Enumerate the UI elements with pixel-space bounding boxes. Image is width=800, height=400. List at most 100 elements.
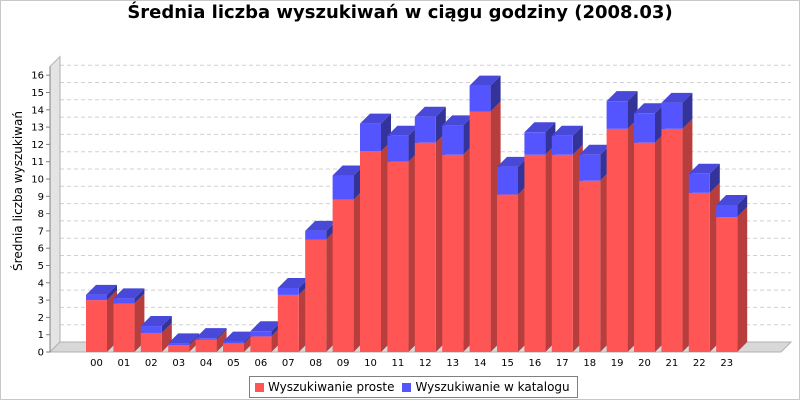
y-tick-label: 5 [38, 261, 44, 272]
bar-20-series-1 [634, 142, 655, 352]
bar-top-18 [579, 144, 611, 155]
legend-label-series-2: Wyszukiwanie w katalogu [415, 380, 570, 394]
bar-top-12 [414, 106, 446, 117]
bar-15-series-1 [497, 194, 518, 352]
x-tick-label-10: 10 [364, 358, 377, 369]
bar-top-05 [223, 331, 254, 342]
x-tick-label-07: 07 [282, 358, 295, 369]
x-tick-label-16: 16 [529, 358, 542, 369]
bar-side-17-series-2 [572, 125, 583, 155]
x-tick-label-01: 01 [118, 358, 131, 369]
y-tick-label: 14 [31, 105, 44, 116]
bar-14-series-2 [469, 85, 491, 112]
bar-18-series-2 [579, 154, 601, 181]
bar-08-series-2 [305, 230, 327, 240]
x-tick-label-14: 14 [474, 358, 487, 369]
y-tick-label: 8 [38, 209, 44, 220]
bar-09-series-1 [332, 199, 354, 352]
bar-17-series-1 [551, 154, 573, 352]
bar-top-08 [305, 220, 337, 231]
legend-swatch-series-1 [255, 382, 264, 392]
x-tick-label-23: 23 [720, 358, 733, 369]
bar-03-series-1 [168, 345, 190, 352]
legend-label-series-1: Wyszukiwanie proste [268, 380, 395, 394]
bar-08-series-1 [305, 239, 327, 352]
bar-top-20 [634, 103, 665, 114]
y-tick-label: 6 [38, 244, 44, 255]
x-tick-label-17: 17 [556, 358, 569, 369]
x-tick-label-19: 19 [611, 358, 624, 369]
y-tick-label: 13 [31, 123, 44, 134]
bar-side-01-series-2 [134, 288, 145, 304]
bar-top-10 [360, 113, 391, 124]
bar-19-series-2 [606, 101, 628, 129]
bar-21-series-1 [661, 128, 683, 352]
bar-00-series-2 [86, 294, 107, 301]
bar-07-series-2 [277, 287, 299, 295]
bar-18-series-1 [579, 180, 601, 352]
y-tick-label: 10 [31, 175, 44, 186]
y-tick-label: 0 [38, 348, 44, 359]
x-tick-label-11: 11 [392, 358, 405, 369]
y-tick-label: 16 [31, 71, 44, 82]
x-tick-label-05: 05 [227, 358, 240, 369]
x-tick-label-22: 22 [693, 358, 706, 369]
bar-top-02 [140, 316, 172, 327]
bar-side-23-series-1 [737, 207, 748, 352]
x-tick-label-18: 18 [583, 358, 596, 369]
bar-12-series-1 [414, 142, 436, 352]
bar-top-00 [86, 284, 117, 295]
y-axis-label: Średnia liczba wyszukiwań [10, 111, 25, 271]
bar-00-series-1 [86, 300, 107, 352]
bar-top-16 [524, 122, 556, 133]
bar-side-04-series-2 [216, 328, 227, 340]
y-tick-label: 9 [38, 192, 44, 203]
x-tick-label-21: 21 [666, 358, 679, 369]
bar-side-22-series-2 [709, 163, 720, 193]
bar-top-07 [277, 277, 309, 288]
x-tick-label-08: 08 [309, 358, 322, 369]
y-tick-label: 15 [31, 88, 44, 99]
x-tick-label-00: 00 [90, 358, 103, 369]
bar-11-series-2 [387, 135, 409, 162]
bar-top-09 [332, 165, 364, 176]
bar-01-series-1 [113, 303, 135, 352]
x-tick-label-20: 20 [638, 358, 651, 369]
x-tick-label-09: 09 [337, 358, 350, 369]
y-tick-label: 2 [38, 313, 44, 324]
bar-15-series-2 [497, 166, 518, 195]
bar-02-series-2 [140, 326, 162, 333]
bar-top-21 [661, 92, 693, 103]
bar-side-03-series-2 [189, 333, 200, 346]
y-tick-label: 4 [38, 278, 44, 289]
bar-top-17 [551, 125, 583, 136]
y-tick-label: 3 [38, 296, 44, 307]
x-tick-label-12: 12 [419, 358, 432, 369]
bar-22-series-1 [688, 192, 710, 352]
legend-swatch-series-2 [402, 382, 412, 392]
bar-22-series-2 [688, 173, 710, 193]
bar-side-02-series-1 [161, 322, 172, 352]
bar-02-series-1 [140, 332, 162, 352]
bar-top-19 [606, 91, 638, 102]
bar-05-series-1 [223, 343, 244, 352]
x-tick-label-04: 04 [200, 358, 213, 369]
bar-16-series-2 [524, 132, 546, 155]
bar-21-series-2 [661, 102, 683, 129]
x-tick-label-15: 15 [501, 358, 514, 369]
bar-07-series-1 [277, 294, 299, 352]
bar-01-series-2 [113, 298, 135, 304]
bar-top-15 [497, 156, 528, 167]
bar-05-series-2 [223, 341, 244, 344]
bar-side-00-series-2 [107, 284, 117, 301]
x-tick-label-02: 02 [145, 358, 158, 369]
bar-top-23 [716, 194, 748, 205]
legend: Wyszukiwanie proste Wyszukiwanie w katal… [249, 376, 578, 398]
bar-side-04-series-1 [216, 329, 227, 352]
bar-side-21-series-2 [682, 92, 693, 129]
y-tick-label: 1 [38, 330, 44, 341]
bar-16-series-1 [524, 154, 546, 352]
bar-13-series-2 [442, 125, 464, 155]
